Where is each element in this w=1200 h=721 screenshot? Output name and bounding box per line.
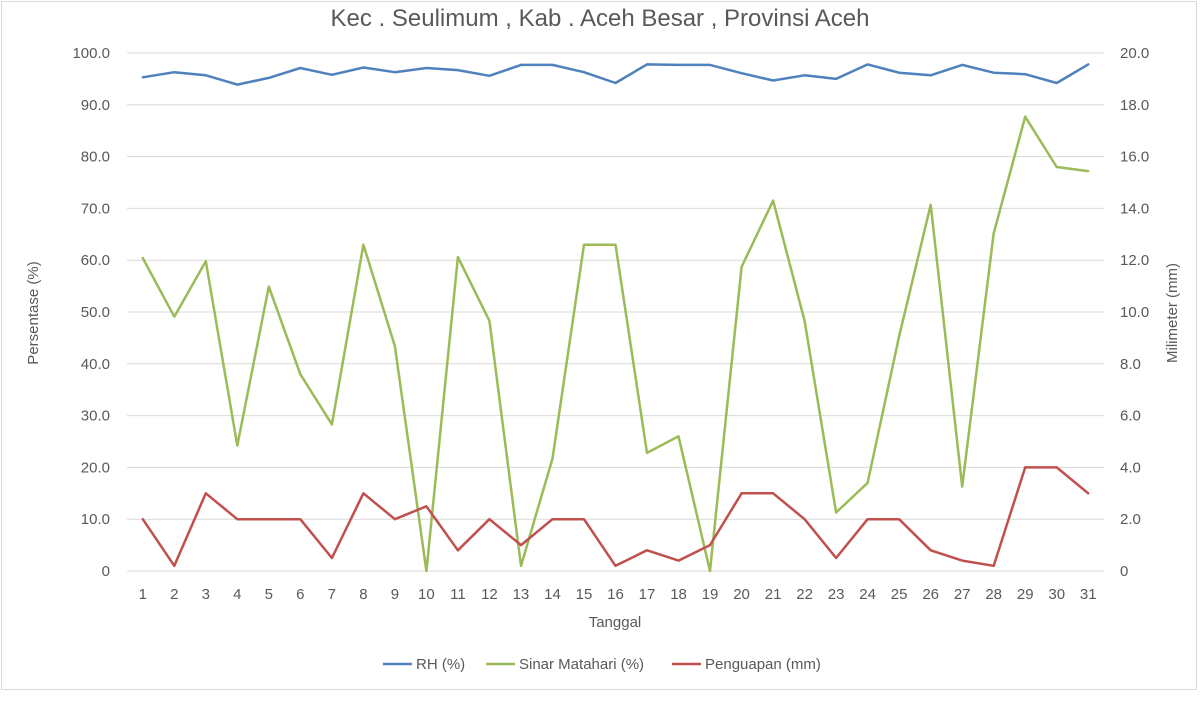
legend: RH (%) Sinar Matahari (%) Penguapan (mm) (383, 656, 821, 673)
y-tick-label: 90.0 (81, 97, 110, 114)
x-tick-label: 9 (391, 586, 399, 603)
series-lines (141, 63, 1090, 573)
x-tick-label: 27 (954, 586, 971, 603)
x-tick-label: 11 (450, 586, 466, 603)
y2-tick-label: 0 (1120, 563, 1128, 580)
x-tick-label: 22 (796, 586, 813, 603)
x-tick-label: 4 (233, 586, 241, 603)
x-tick-label: 30 (1048, 586, 1065, 603)
y-tick-label: 100.0 (72, 45, 110, 62)
x-tick-label: 5 (265, 586, 273, 603)
y2-axis-title: Milimeter (mm) (1164, 263, 1181, 363)
x-tick-label: 24 (859, 586, 876, 603)
x-tick-label: 14 (544, 586, 561, 603)
chart-frame (1, 1, 1197, 690)
y-axis-title: Persentase (%) (25, 261, 42, 364)
x-tick-label: 21 (765, 586, 782, 603)
y-tick-label: 80.0 (81, 149, 110, 166)
x-axis-ticks: 1 2 3 4 5 6 7 8 9 10 11 12 13 14 15 16 17 18 19 20 21 22 23 24 2… (139, 586, 1097, 603)
y-tick-label: 20.0 (81, 459, 110, 476)
x-tick-label: 13 (513, 586, 530, 603)
x-tick-label: 3 (202, 586, 210, 603)
y2-tick-label: 10.0 (1120, 304, 1149, 321)
y-tick-label: 70.0 (81, 200, 110, 217)
x-tick-label: 8 (359, 586, 367, 603)
legend-label: RH (%) (416, 656, 465, 673)
legend-label: Sinar Matahari (%) (519, 656, 644, 673)
x-tick-label: 15 (576, 586, 593, 603)
x-tick-label: 29 (1017, 586, 1034, 603)
y-tick-label: 40.0 (81, 356, 110, 373)
y-tick-label: 60.0 (81, 252, 110, 269)
y-tick-label: 10.0 (81, 511, 110, 528)
x-tick-label: 17 (639, 586, 656, 603)
y2-tick-label: 4.0 (1120, 459, 1141, 476)
x-tick-label: 26 (922, 586, 939, 603)
y2-tick-label: 8.0 (1120, 356, 1141, 373)
series-line-sinar-matahari (141, 115, 1090, 573)
y2-tick-label: 12.0 (1120, 252, 1149, 269)
series-line-penguapan-mm (141, 466, 1090, 568)
y-tick-label: 50.0 (81, 304, 110, 321)
series-line-rh (141, 63, 1090, 86)
x-tick-label: 19 (702, 586, 719, 603)
x-tick-label: 10 (418, 586, 435, 603)
y2-tick-label: 6.0 (1120, 408, 1141, 425)
x-tick-label: 6 (296, 586, 304, 603)
y2-tick-label: 16.0 (1120, 149, 1149, 166)
x-tick-label: 25 (891, 586, 908, 603)
legend-label: Penguapan (mm) (705, 656, 821, 673)
y2-tick-label: 14.0 (1120, 200, 1149, 217)
x-tick-label: 2 (170, 586, 178, 603)
x-tick-label: 12 (481, 586, 498, 603)
x-axis-title: Tanggal (589, 614, 642, 631)
x-tick-label: 23 (828, 586, 845, 603)
x-tick-label: 28 (985, 586, 1002, 603)
y-tick-label: 0 (102, 563, 110, 580)
x-tick-label: 7 (328, 586, 336, 603)
chart-title: Kec . Seulimum , Kab . Aceh Besar , Prov… (331, 5, 870, 32)
y-tick-label: 30.0 (81, 408, 110, 425)
x-tick-label: 20 (733, 586, 750, 603)
x-tick-label: 18 (670, 586, 687, 603)
y2-tick-label: 20.0 (1120, 45, 1149, 62)
x-tick-label: 16 (607, 586, 624, 603)
right-axis-ticks: 0 2.0 4.0 6.0 8.0 10.0 12.0 14.0 16.0 18.0 20.0 (1120, 45, 1149, 580)
x-tick-label: 1 (139, 586, 147, 603)
x-tick-label: 31 (1080, 586, 1097, 603)
left-axis-ticks: 0 10.0 20.0 30.0 40.0 50.0 60.0 70.0 80.0 90.0 100… (72, 45, 110, 580)
y2-tick-label: 2.0 (1120, 511, 1141, 528)
y2-tick-label: 18.0 (1120, 97, 1149, 114)
